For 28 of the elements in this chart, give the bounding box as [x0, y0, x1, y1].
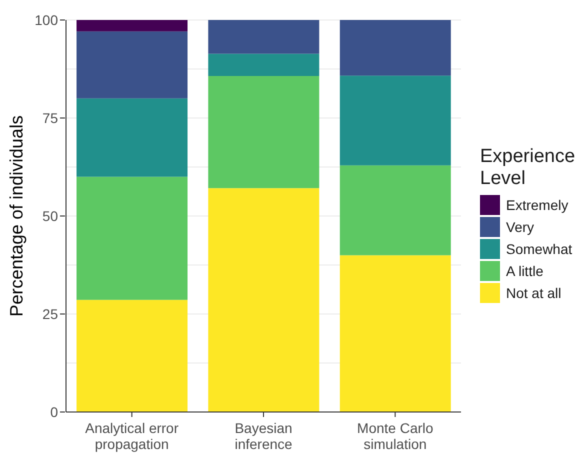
bar — [208, 76, 320, 188]
legend-label: Very — [506, 219, 534, 235]
legend-label: Somewhat — [506, 241, 572, 257]
legend-title: Experience Level — [480, 146, 576, 190]
bar — [76, 31, 188, 98]
y-tick-label: 0 — [50, 404, 58, 420]
y-tick-label: 50 — [42, 208, 58, 224]
bar — [76, 300, 188, 412]
bar — [340, 20, 451, 76]
x-tick-label: Analytical error propagation — [85, 420, 179, 452]
legend-label: Not at all — [506, 285, 562, 301]
bar — [208, 188, 320, 412]
bar — [76, 176, 188, 300]
legend-label: Extremely — [506, 197, 568, 213]
bar — [340, 165, 451, 256]
y-axis-title: Percentage of individuals — [6, 115, 26, 317]
bar — [208, 20, 320, 54]
x-tick-label: Monte Carlo simulation — [357, 420, 434, 452]
y-tick-label: 25 — [42, 306, 58, 322]
y-tick-label: 75 — [42, 110, 58, 126]
bar — [340, 76, 451, 166]
bar — [208, 54, 320, 76]
bar — [76, 98, 188, 177]
x-tick-label: Bayesian inference — [234, 420, 293, 452]
legend-label: A little — [506, 263, 544, 279]
bar — [340, 255, 451, 412]
bar — [76, 20, 188, 32]
y-tick-label: 100 — [34, 12, 58, 28]
